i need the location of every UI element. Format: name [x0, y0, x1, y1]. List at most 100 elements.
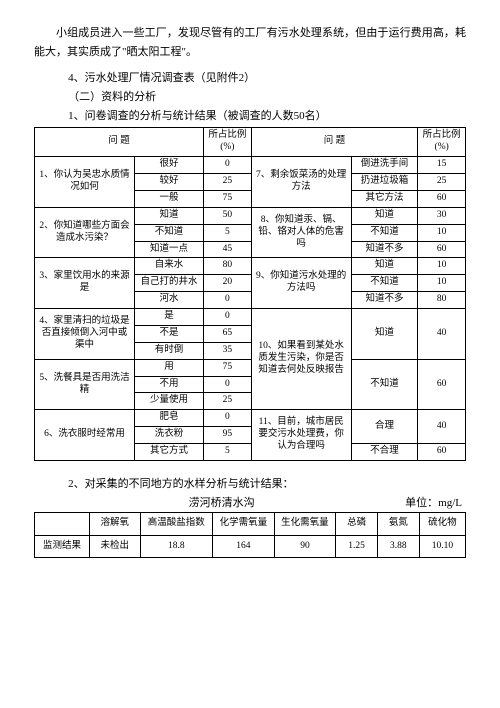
q7-p3: 60: [418, 190, 466, 207]
q9-a1: 知道: [351, 258, 418, 275]
q1-title: 1、你认为吴忠水质情况如何: [35, 157, 135, 208]
t2-h-c7: 硫化物: [419, 512, 465, 535]
th-percent-right: 所占比例 (%): [418, 128, 466, 157]
q6-a2: 洗衣粉: [135, 427, 204, 444]
q5-p1: 75: [204, 359, 252, 376]
q8-p2: 10: [418, 224, 466, 241]
page: 小组成员进入一些工厂，发现尽管有的工厂有污水处理系统，但由于运行费用高，耗能大，…: [0, 0, 500, 576]
q6-a3: 其它方式: [135, 444, 204, 461]
t2-r-c1: 未检出: [89, 535, 140, 558]
t2-h-c2: 高温酸盐指数: [140, 512, 213, 535]
q5-a2: 不用: [135, 376, 204, 393]
q4-title: 4、家里清扫的垃圾是否直接倾倒入河中或渠中: [35, 309, 135, 360]
table-row: 2、你知道哪些方面会造成水污染？ 知道 50 8、你知道汞、镉、铅、铬对人体的危…: [35, 207, 466, 224]
q1-a2: 较好: [135, 174, 204, 191]
q11-a1: 合理: [351, 410, 418, 444]
q10-p2: 60: [418, 359, 466, 410]
q3-title: 3、家里饮用水的来源是: [35, 258, 135, 309]
table2-section: 2、对采集的不同地方的水样分析与统计结果： 涝河桥清水沟 单位：mg/L 溶解氧…: [34, 475, 466, 558]
table-row: 监测结果 未检出 18.8 164 90 1.25 3.88 10.10: [35, 535, 466, 558]
th-question-right: 问 题: [251, 128, 418, 157]
q8-p3: 60: [418, 241, 466, 258]
q9-p3: 80: [418, 292, 466, 309]
q4-p1: 0: [204, 309, 252, 326]
q7-a2: 扔进垃圾箱: [351, 174, 418, 191]
q2-p2: 5: [204, 224, 252, 241]
table-row: 4、家里清扫的垃圾是否直接倾倒入河中或渠中 是 0 10、如果看到某处水质发生污…: [35, 309, 466, 326]
t2-h-c1: 溶解氧: [89, 512, 140, 535]
q9-a2: 不知道: [351, 275, 418, 292]
q2-a1: 知道: [135, 207, 204, 224]
q6-p2: 95: [204, 427, 252, 444]
q4-a1: 是: [135, 309, 204, 326]
th-percent-bot: (%): [220, 142, 234, 152]
t2-h-c6: 氨氮: [377, 512, 419, 535]
t2-r-lbl: 监测结果: [35, 535, 90, 558]
q9-p2: 10: [418, 275, 466, 292]
table2-intro-line: 2、对采集的不同地方的水样分析与统计结果：: [34, 475, 466, 494]
q1-a1: 很好: [135, 157, 204, 174]
q2-p3: 45: [204, 241, 252, 258]
q1-p1: 0: [204, 157, 252, 174]
q7-title: 7、剩余饭菜汤的处理方法: [251, 157, 351, 208]
t2-r-c4: 90: [274, 535, 336, 558]
q11-p2: 60: [418, 444, 466, 461]
q6-title: 6、洗衣服时经常用: [35, 410, 135, 461]
intro-paragraph: 小组成员进入一些工厂，发现尽管有的工厂有污水处理系统，但由于运行费用高，耗能大，…: [34, 24, 466, 61]
q3-a1: 自来水: [135, 258, 204, 275]
q11-title: 11、目前，城市居民要交污水处理费，你认为合理吗: [251, 410, 351, 461]
t2-r-c3: 164: [213, 535, 275, 558]
table-row: 5、洗餐具是否用洗洁精 用 75 不知道 60: [35, 359, 466, 376]
q2-a2: 不知道: [135, 224, 204, 241]
q8-a3: 知道不多: [351, 241, 418, 258]
q6-p1: 0: [204, 410, 252, 427]
t2-r-c7: 10.10: [419, 535, 465, 558]
q6-a1: 肥皂: [135, 410, 204, 427]
q9-p1: 10: [418, 258, 466, 275]
q11-a2: 不合理: [351, 444, 418, 461]
q5-p3: 25: [204, 393, 252, 410]
q3-a3: 河水: [135, 292, 204, 309]
t2-h-lbl: [35, 512, 90, 535]
t2-r-c2: 18.8: [140, 535, 213, 558]
q4-a2: 不是: [135, 325, 204, 342]
q10-p1: 40: [418, 309, 466, 360]
q4-p2: 65: [204, 325, 252, 342]
q5-p2: 0: [204, 376, 252, 393]
table-row: 3、家里饮用水的来源是 自来水 80 9、你知道污水处理的方法吗 知道 10: [35, 258, 466, 275]
q2-a3: 知道一点: [135, 241, 204, 258]
q10-a2: 不知道: [351, 359, 418, 410]
q6-p3: 5: [204, 444, 252, 461]
q10-title: 10、如果看到某处水质发生污染，你是否知道去何处反映报告: [251, 309, 351, 410]
q1-p2: 25: [204, 174, 252, 191]
th-percent-top-r: 所占比例: [423, 130, 461, 140]
q9-a3: 知道不多: [351, 292, 418, 309]
q7-a1: 倒进洗手间: [351, 157, 418, 174]
th-percent-top: 所占比例: [208, 130, 246, 140]
q1-p3: 75: [204, 190, 252, 207]
line-1-subtitle: 1、问卷调查的分析与统计结果（被调查的人数50名）: [34, 107, 466, 126]
t2-h-c3: 化学需氧量: [213, 512, 275, 535]
q7-a3: 其它方法: [351, 190, 418, 207]
q8-title: 8、你知道汞、镉、铅、铬对人体的危害吗: [251, 207, 351, 258]
q3-a2: 自己打的井水: [135, 275, 204, 292]
q5-a1: 用: [135, 359, 204, 376]
q7-p1: 15: [418, 157, 466, 174]
q4-a3: 有时倒: [135, 342, 204, 359]
t2-r-c6: 3.88: [377, 535, 419, 558]
q4-p3: 35: [204, 342, 252, 359]
q3-p3: 0: [204, 292, 252, 309]
q8-a2: 不知道: [351, 224, 418, 241]
table2-title: 涝河桥清水沟: [38, 494, 405, 510]
q11-p1: 40: [418, 410, 466, 444]
q3-p2: 20: [204, 275, 252, 292]
q3-p1: 80: [204, 258, 252, 275]
line-4-subtitle: 4、污水处理厂情况调查表（见附件2）: [34, 69, 466, 88]
q8-p1: 30: [418, 207, 466, 224]
table-row: 6、洗衣服时经常用 肥皂 0 11、目前，城市居民要交污水处理费，你认为合理吗 …: [35, 410, 466, 427]
q2-title: 2、你知道哪些方面会造成水污染？: [35, 207, 135, 258]
q9-title: 9、你知道污水处理的方法吗: [251, 258, 351, 309]
t2-h-c4: 生化需氧量: [274, 512, 336, 535]
th-percent-bot-r: (%): [435, 142, 449, 152]
table2-title-row: 涝河桥清水沟 单位：mg/L: [34, 494, 466, 510]
